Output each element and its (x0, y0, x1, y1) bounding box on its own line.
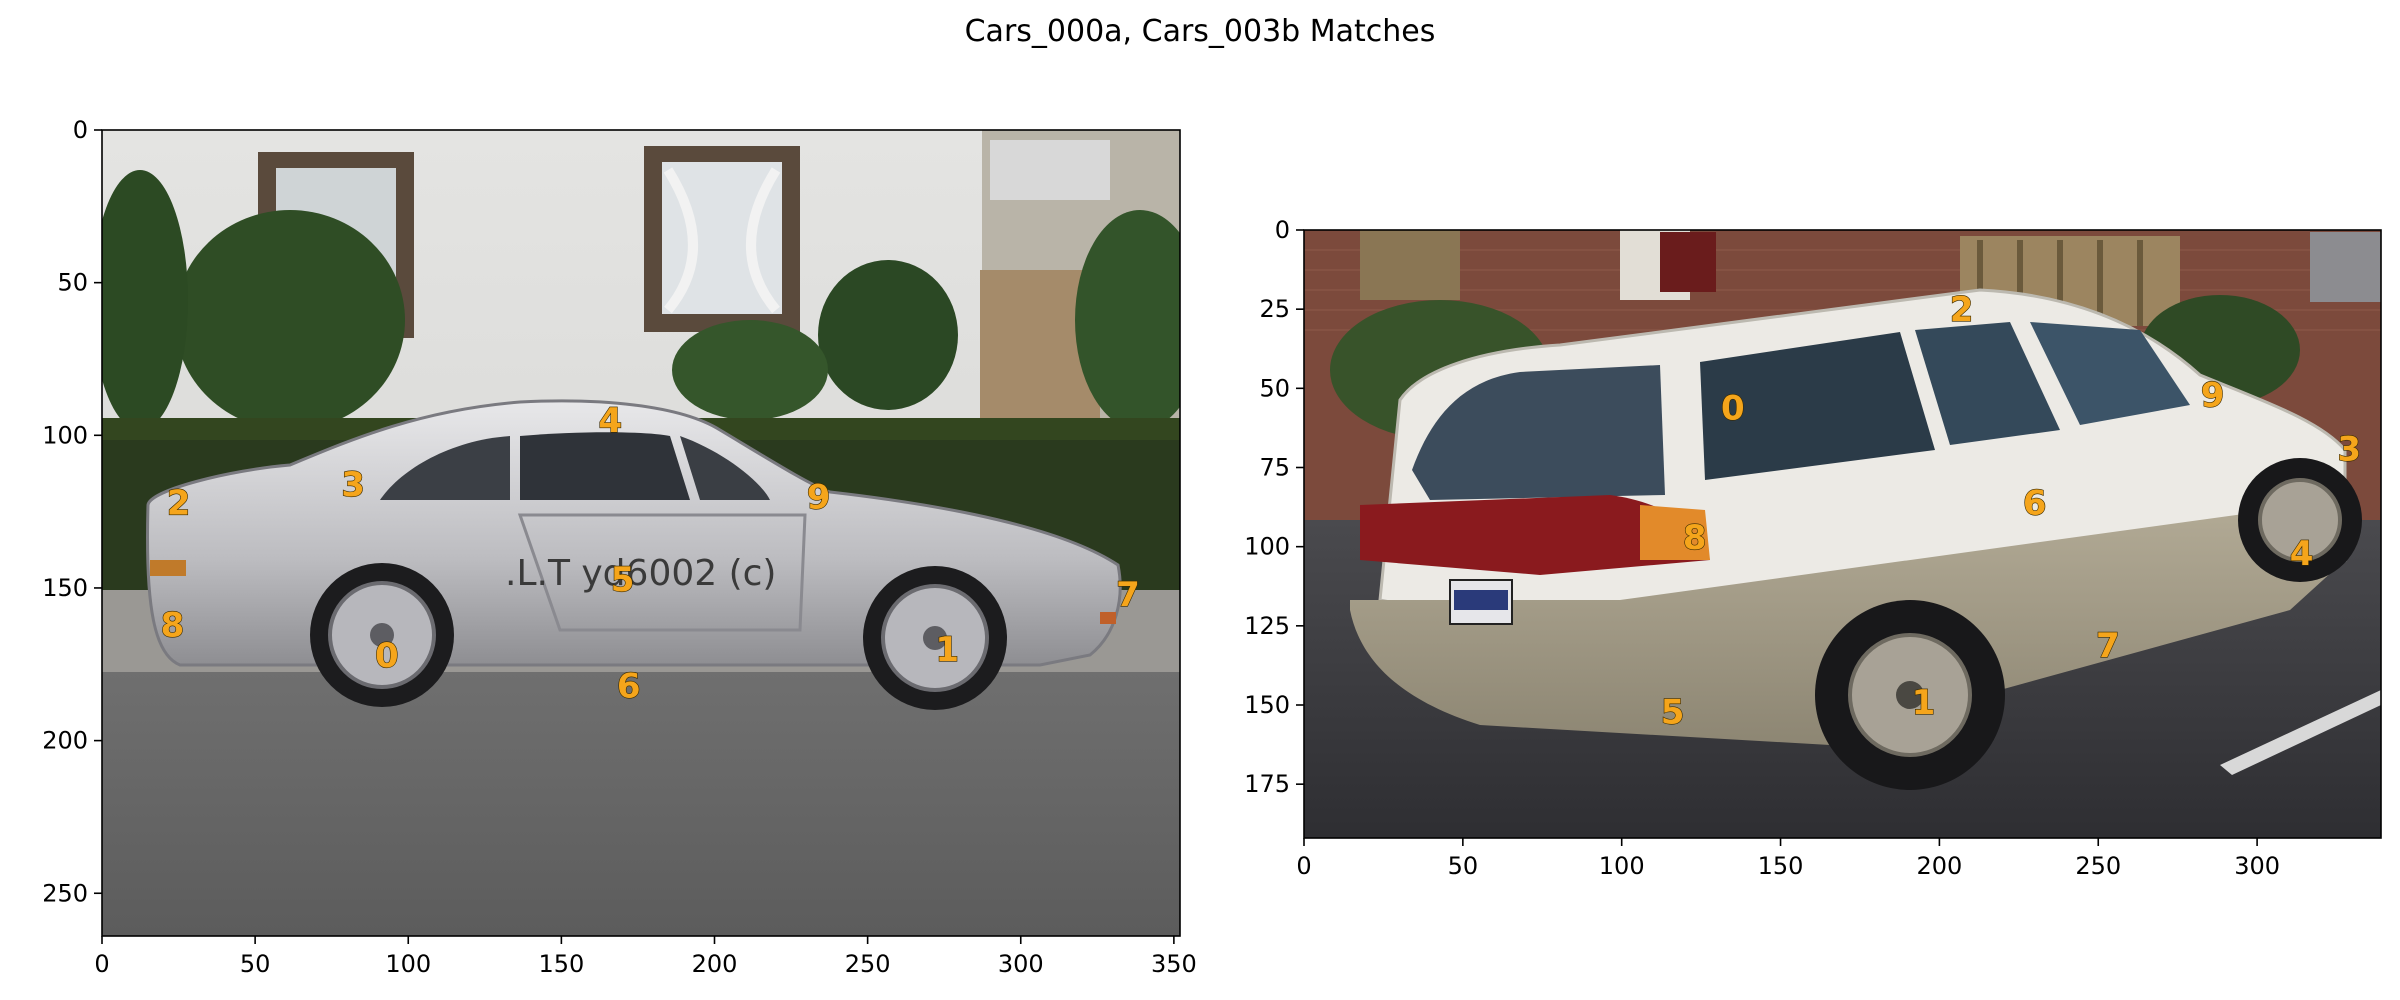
x-tick-label: 200 (692, 950, 738, 978)
keypoint-label-2-0: 0 (1721, 388, 1745, 428)
x-tick-label: 150 (538, 950, 584, 978)
y-tick-label: 125 (1244, 612, 1290, 640)
keypoint-label-1-2: 2 (167, 483, 191, 523)
y-tick-label: 75 (1259, 454, 1290, 482)
figure-title: Cars_000a, Cars_003b Matches (964, 14, 1436, 49)
keypoint-label-1-0: 0 (375, 636, 399, 676)
y-tick-label: 175 (1244, 770, 1290, 798)
keypoint-label-2-6: 6 (2023, 483, 2047, 523)
y-tick-label: 0 (73, 116, 88, 144)
x-tick-label: 0 (1296, 852, 1311, 880)
keypoint-label-1-4: 4 (599, 401, 623, 441)
y-tick-label: 50 (1259, 374, 1290, 402)
y-tick-label: 150 (42, 574, 88, 602)
y-tick-label: 100 (42, 421, 88, 449)
photo-cars-000a: .L.T yd6002 (c) (102, 130, 1180, 936)
x-tick-label: 250 (845, 950, 891, 978)
x-tick-label: 100 (385, 950, 431, 978)
keypoint-label-2-1: 1 (1912, 683, 1936, 723)
x-tick-label: 300 (2234, 852, 2280, 880)
x-tick-label: 150 (1758, 852, 1804, 880)
keypoint-label-1-8: 8 (161, 606, 185, 646)
x-tick-label: 250 (2075, 852, 2121, 880)
axes-frame-1 (101, 129, 1181, 937)
photo-cars-003b (1304, 230, 2381, 838)
y-tick-label: 250 (42, 879, 88, 907)
x-tick-label: 300 (998, 950, 1044, 978)
svg-text:.L.T yd6002 (c): .L.T yd6002 (c) (505, 553, 776, 594)
keypoint-label-1-6: 6 (617, 667, 641, 707)
y-tick-label: 200 (42, 727, 88, 755)
y-tick-label: 0 (1275, 216, 1290, 244)
x-tick-label: 0 (94, 950, 109, 978)
keypoint-label-2-9: 9 (2201, 376, 2225, 416)
keypoint-label-2-2: 2 (1950, 290, 1974, 330)
keypoint-label-2-4: 4 (2290, 534, 2314, 574)
keypoint-label-1-9: 9 (807, 477, 831, 517)
x-tick-label: 100 (1599, 852, 1645, 880)
x-tick-label: 50 (1448, 852, 1479, 880)
y-tick-label: 25 (1259, 295, 1290, 323)
y-tick-label: 150 (1244, 691, 1290, 719)
x-tick-label: 50 (240, 950, 271, 978)
keypoint-label-2-3: 3 (2337, 430, 2361, 470)
keypoint-label-1-1: 1 (935, 630, 959, 670)
x-tick-label: 350 (1151, 950, 1197, 978)
keypoint-label-1-5: 5 (611, 560, 635, 600)
keypoint-label-2-5: 5 (1661, 692, 1685, 732)
keypoint-label-1-7: 7 (1116, 575, 1140, 615)
keypoint-label-2-8: 8 (1683, 518, 1707, 558)
axes-frame-2 (1303, 229, 2382, 839)
y-tick-label: 50 (57, 269, 88, 297)
keypoint-label-2-7: 7 (2096, 626, 2120, 666)
y-tick-label: 100 (1244, 533, 1290, 561)
x-tick-label: 200 (1916, 852, 1962, 880)
keypoint-label-1-3: 3 (341, 465, 365, 505)
